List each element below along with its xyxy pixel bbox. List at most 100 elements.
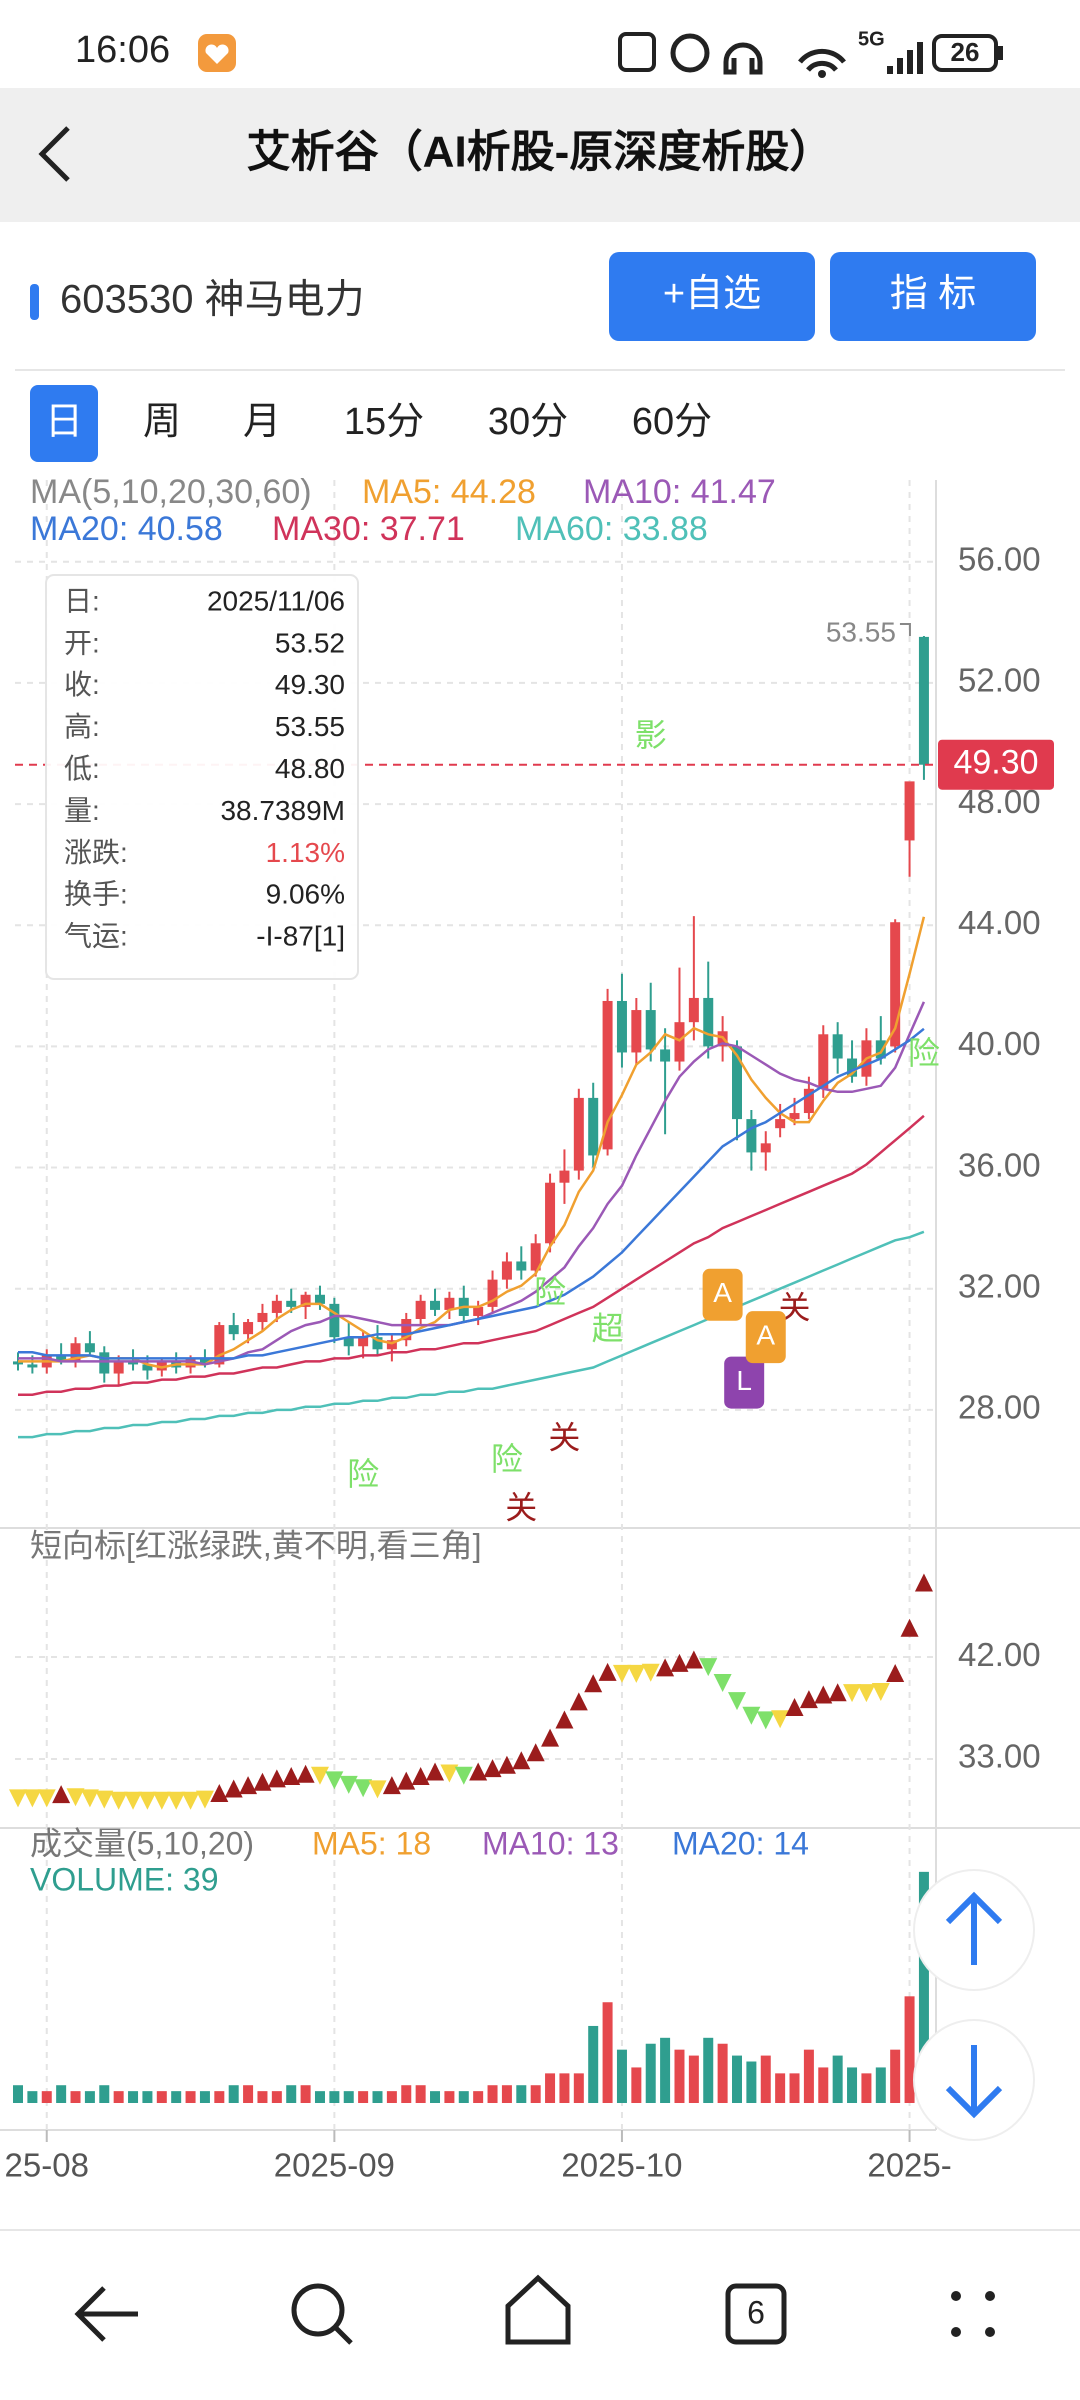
volume-bar <box>861 2073 872 2103</box>
volume-bar <box>415 2085 426 2103</box>
volume-bar <box>674 2049 685 2103</box>
period-tab[interactable]: 15分 <box>344 401 424 443</box>
trend-triangle <box>382 1776 401 1795</box>
trend-triangle <box>742 1706 761 1725</box>
y-tick-label: 44.00 <box>958 904 1041 941</box>
nfc-icon <box>618 32 656 72</box>
nav-back[interactable] <box>74 2286 138 2342</box>
volume-bar <box>142 2091 153 2103</box>
signal-label: 险 <box>347 1456 379 1492</box>
panel-title: 短向标[红涨绿跌,黄不明,看三角] <box>30 1527 482 1563</box>
period-tab[interactable]: 日 <box>45 401 83 443</box>
candle-body <box>918 636 929 765</box>
candle-body <box>703 997 714 1047</box>
back-button[interactable] <box>38 126 70 182</box>
wifi-dot <box>818 70 826 78</box>
candle-body <box>775 1119 786 1129</box>
trend-triangle <box>670 1653 689 1672</box>
info-value: 1.13% <box>266 837 345 868</box>
candle-body <box>545 1182 556 1244</box>
volume-bar <box>530 2085 541 2103</box>
trend-triangle <box>411 1767 430 1786</box>
info-label: 低: <box>64 753 100 784</box>
volume-bar <box>401 2085 412 2103</box>
trend-triangle <box>195 1790 214 1809</box>
watchlist-button-label[interactable]: +自选 <box>663 273 761 315</box>
header-title: 艾析谷（AI析股-原深度析股） <box>247 128 834 177</box>
volume-bar <box>113 2091 124 2103</box>
candle-body <box>602 1000 613 1150</box>
trend-triangle <box>426 1762 445 1781</box>
watchlist-button[interactable] <box>609 252 815 341</box>
candle-body <box>243 1322 254 1335</box>
info-value: 9.06% <box>266 879 345 910</box>
volume-bar <box>444 2091 455 2103</box>
trend-triangle <box>914 1573 933 1592</box>
trend-triangle <box>627 1664 646 1683</box>
volume-bar <box>602 2002 613 2103</box>
trend-triangle <box>771 1710 790 1729</box>
volume-bar <box>171 2091 182 2103</box>
period-tab[interactable]: 60分 <box>632 401 712 443</box>
period-tab[interactable]: 月 <box>243 401 281 443</box>
indicator-button-label[interactable]: 指 标 <box>890 273 977 315</box>
trend-triangle <box>124 1791 143 1810</box>
trend-triangle <box>9 1789 27 1808</box>
candle-body <box>156 1361 167 1371</box>
trend-triangle <box>656 1658 675 1677</box>
trend-triangle <box>454 1766 473 1785</box>
trend-triangle <box>80 1789 99 1808</box>
legend-entry: MA10: 13 <box>482 1825 619 1861</box>
trend-triangle <box>569 1692 588 1711</box>
signal-label: L <box>736 1365 752 1396</box>
nav-search[interactable] <box>291 2283 345 2337</box>
candle-body <box>401 1319 412 1341</box>
candle-body <box>674 1022 685 1062</box>
menu-dot <box>985 2291 995 2301</box>
candle-body <box>70 1343 81 1362</box>
trend-triangle <box>282 1767 301 1786</box>
signal-label: 险 <box>908 1035 940 1071</box>
volume-bar <box>84 2091 95 2103</box>
volume-bar <box>329 2091 340 2103</box>
legend-entry: MA20: 14 <box>672 1825 809 1861</box>
volume-bar <box>372 2091 383 2103</box>
info-label: 气运: <box>64 921 128 952</box>
candle-body <box>645 1010 656 1050</box>
candle-body <box>530 1243 541 1271</box>
candle-body <box>286 1300 297 1307</box>
volume-bar <box>875 2067 886 2103</box>
trend-triangle <box>440 1764 459 1783</box>
network-type: 5G <box>858 28 885 50</box>
info-label: 涨跌: <box>64 837 128 868</box>
volume-bar <box>832 2055 843 2103</box>
trend-triangle <box>871 1683 890 1702</box>
legend-entry: MA20: 40.58 <box>30 510 223 548</box>
volume-bar <box>27 2091 38 2103</box>
trend-triangle <box>512 1751 531 1770</box>
nav-menu[interactable] <box>951 2291 995 2337</box>
trend-triangle <box>181 1791 200 1810</box>
volume-bar <box>847 2067 858 2103</box>
nav-tabs[interactable] <box>725 2283 787 2345</box>
volume-bar <box>286 2085 297 2103</box>
period-tabs: 日 周 月 15分 30分 60分 <box>30 385 712 462</box>
high-label: 53.55 <box>826 616 896 647</box>
volume-bar <box>746 2061 757 2103</box>
candle-body <box>415 1300 426 1320</box>
trend-triangle <box>239 1776 258 1795</box>
volume-bar <box>818 2067 829 2103</box>
info-value: 2025/11/06 <box>207 585 345 616</box>
volume-bar <box>199 2091 210 2103</box>
indicator-button[interactable] <box>830 252 1036 341</box>
volume-bar <box>760 2055 771 2103</box>
trend-triangle <box>785 1698 804 1716</box>
trend-triangle <box>857 1684 876 1703</box>
y-tick-label: 56.00 <box>958 540 1041 577</box>
period-tab[interactable]: 周 <box>143 401 181 443</box>
candle-body <box>257 1312 268 1323</box>
candle-body <box>559 1170 570 1183</box>
nav-home[interactable] <box>505 2274 571 2345</box>
down-arrow <box>945 2045 1003 2119</box>
period-tab[interactable]: 30分 <box>488 401 568 443</box>
